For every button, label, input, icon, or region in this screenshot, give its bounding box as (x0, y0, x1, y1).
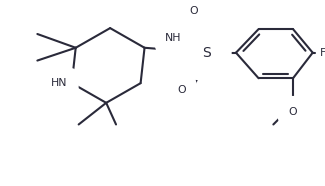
Text: O: O (189, 6, 198, 16)
Text: NH: NH (165, 33, 182, 43)
Text: O: O (289, 107, 297, 117)
Text: HN: HN (51, 78, 68, 88)
Text: O: O (177, 85, 186, 95)
Text: S: S (202, 46, 211, 60)
Text: F: F (319, 48, 325, 58)
